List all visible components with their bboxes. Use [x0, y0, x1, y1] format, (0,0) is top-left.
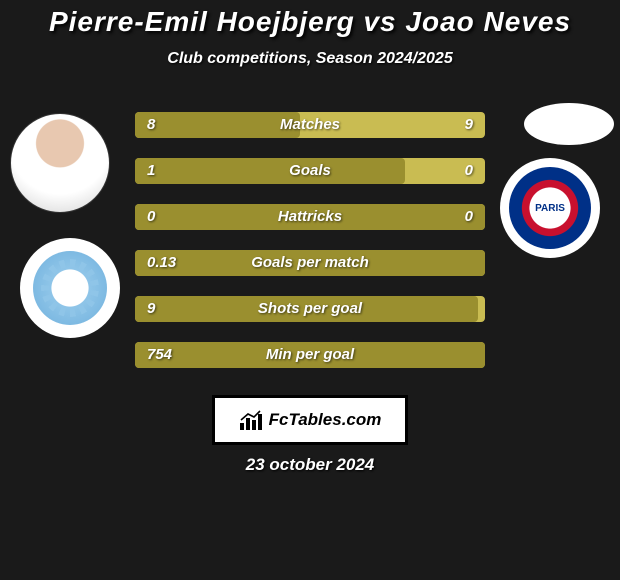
bar-value-left: 0 [147, 204, 155, 230]
club-left-logo-icon [33, 251, 107, 325]
bar-value-left: 0.13 [147, 250, 176, 276]
bar-row: Min per goal754 [135, 342, 485, 368]
comparison-bars: Matches89Goals10Hattricks00Goals per mat… [135, 112, 485, 388]
bar-row: Hattricks0 0 [135, 204, 485, 230]
bar-label: Min per goal [135, 342, 485, 368]
player-left-avatar [10, 113, 110, 213]
club-right-badge: PARIS [500, 158, 600, 258]
bar-value-right: 0 [465, 158, 473, 184]
bar-row: Matches8 9 [135, 112, 485, 138]
brand-text: FcTables.com [269, 410, 382, 430]
bar-value-left: 9 [147, 296, 155, 322]
bar-row: Goals per match0.13 [135, 250, 485, 276]
bar-label: Matches [135, 112, 485, 138]
subtitle: Club competitions, Season 2024/2025 [0, 50, 620, 68]
club-right-label: PARIS [535, 203, 565, 214]
bar-value-right: 9 [465, 112, 473, 138]
bar-label: Hattricks [135, 204, 485, 230]
bar-value-left: 8 [147, 112, 155, 138]
bar-value-left: 1 [147, 158, 155, 184]
club-right-logo-icon: PARIS [509, 167, 591, 249]
brand-badge: FcTables.com [212, 395, 408, 445]
club-left-badge [20, 238, 120, 338]
bar-label: Goals [135, 158, 485, 184]
bar-label: Shots per goal [135, 296, 485, 322]
brand-chart-icon [239, 409, 265, 431]
bar-row: Shots per goal9 [135, 296, 485, 322]
date-label: 23 october 2024 [0, 455, 620, 475]
bar-row: Goals1 0 [135, 158, 485, 184]
bar-label: Goals per match [135, 250, 485, 276]
player-right-avatar [524, 103, 614, 145]
bar-value-left: 754 [147, 342, 172, 368]
bar-value-right: 0 [465, 204, 473, 230]
page-title: Pierre-Emil Hoejbjerg vs Joao Neves [0, 0, 620, 38]
